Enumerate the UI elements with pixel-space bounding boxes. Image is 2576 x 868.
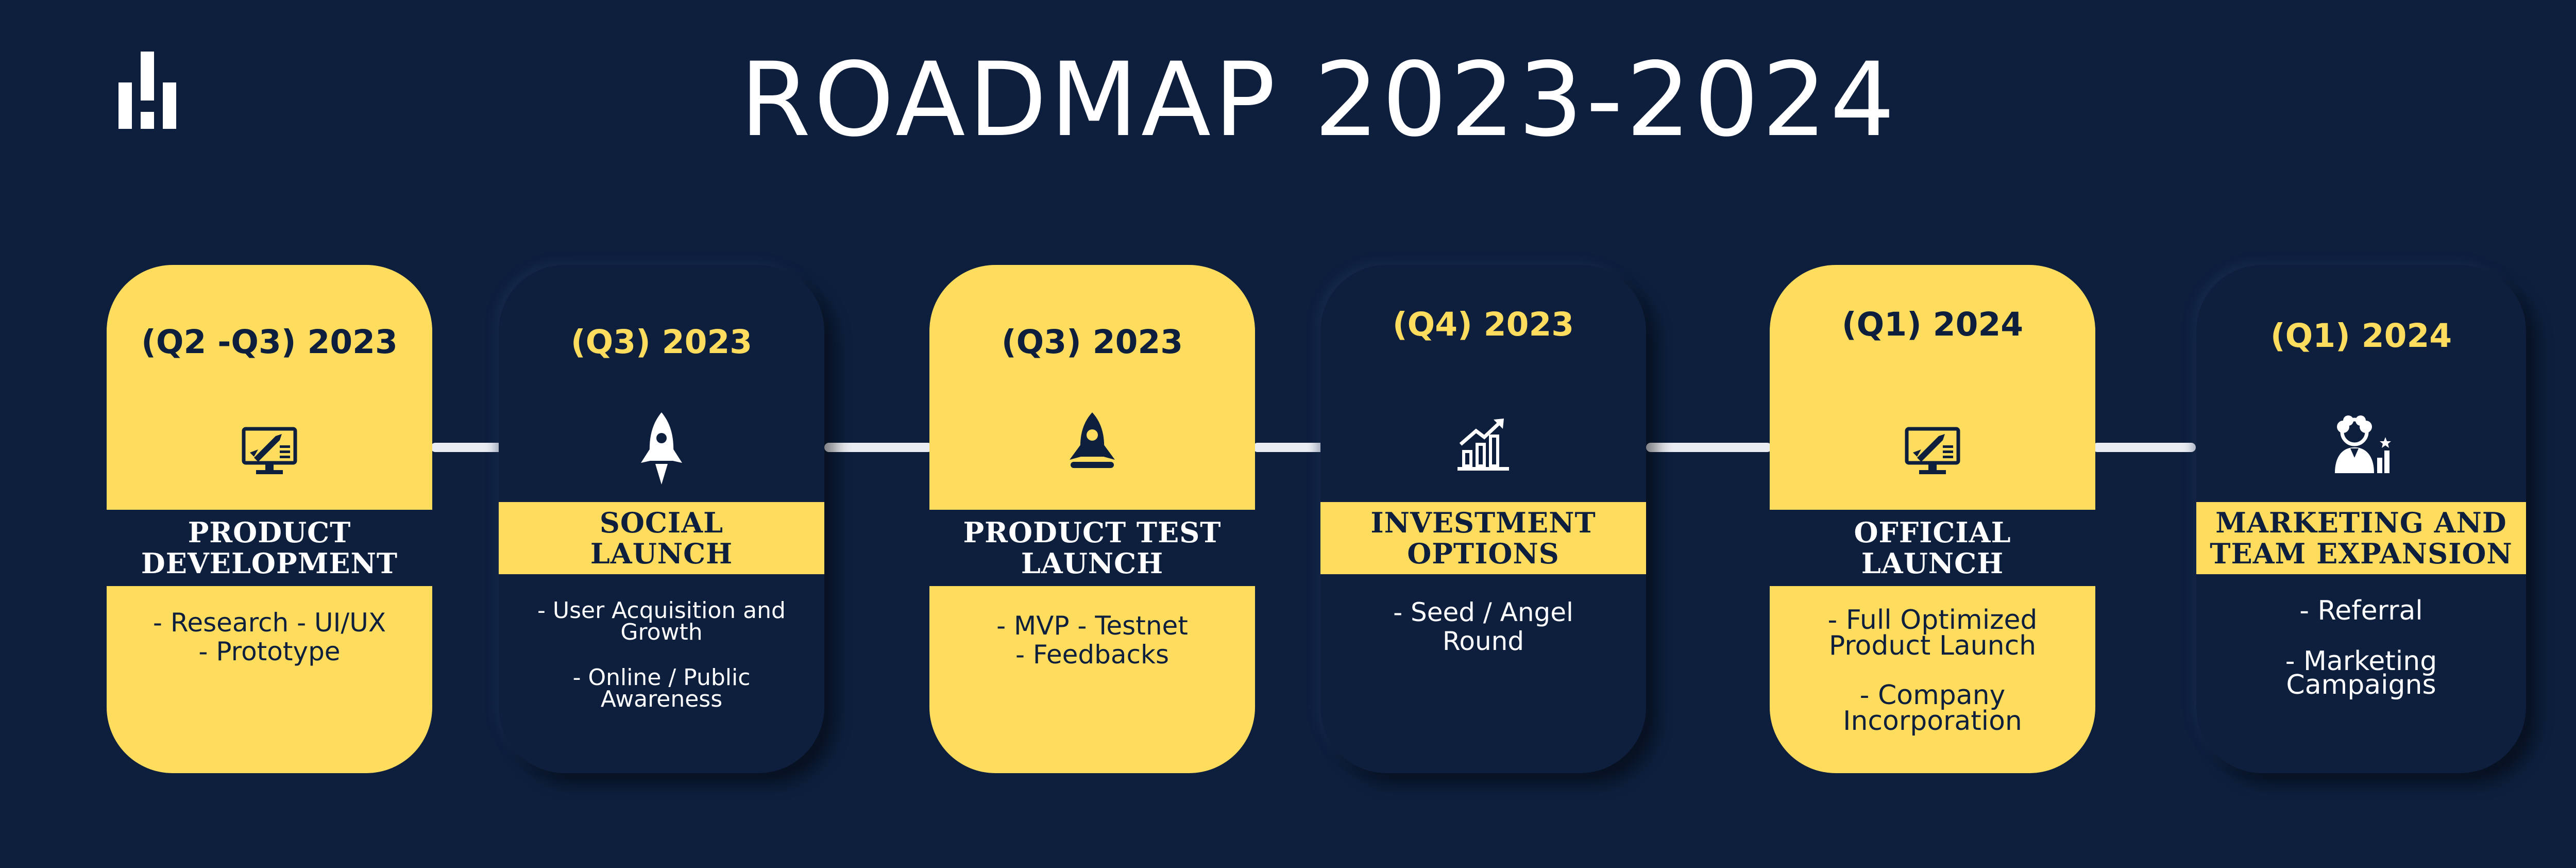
brand-logo-icon bbox=[118, 52, 176, 129]
milestone-title: PRODUCT DEVELOPMENT bbox=[107, 510, 432, 586]
milestone-detail-item: - MVP - Testnet - Feedbacks bbox=[996, 611, 1188, 670]
milestone-card-product-development: (Q2 -Q3) 2023 PRODUCT DEVELOPMENT - Rese… bbox=[107, 265, 432, 773]
milestone-period: (Q3) 2023 bbox=[570, 323, 753, 361]
timeline-connector bbox=[2093, 443, 2196, 452]
milestone-period: (Q3) 2023 bbox=[1001, 323, 1183, 361]
milestone-title: OFFICIAL LAUNCH bbox=[1770, 510, 2095, 586]
rocket-icon bbox=[1070, 412, 1115, 468]
monitor-rocket-icon bbox=[242, 427, 297, 474]
milestone-details: - User Acquisition and Growth - Online /… bbox=[509, 597, 814, 734]
timeline-connector bbox=[1646, 443, 1772, 452]
milestone-details: - Seed / Angel Round bbox=[1331, 598, 1636, 676]
rocket-icon bbox=[641, 412, 682, 485]
page-title: ROADMAP 2023-2024 bbox=[740, 40, 1898, 159]
monitor-rocket-icon bbox=[1905, 427, 1960, 474]
growth-chart-icon bbox=[1458, 419, 1509, 471]
timeline-connector bbox=[431, 443, 503, 452]
milestone-period: (Q2 -Q3) 2023 bbox=[141, 323, 398, 361]
milestone-period: (Q4) 2023 bbox=[1392, 306, 1574, 343]
milestone-card-official-launch: (Q1) 2024 OFFICIAL LAUNCH - Full Optimiz… bbox=[1770, 265, 2095, 773]
milestone-detail-item: - Referral bbox=[2299, 595, 2423, 626]
milestone-detail-item: - Seed / Angel Round bbox=[1393, 597, 1573, 656]
milestone-details: - Research - UI/UX - Prototype bbox=[117, 608, 422, 687]
milestone-detail-item: - Marketing Campaigns bbox=[2285, 646, 2437, 700]
milestone-card-product-test-launch: (Q3) 2023 PRODUCT TEST LAUNCH - MVP - Te… bbox=[929, 265, 1255, 773]
milestone-detail-item: - Research - UI/UX - Prototype bbox=[152, 608, 386, 666]
milestone-title: INVESTMENT OPTIONS bbox=[1320, 502, 1646, 574]
milestone-detail-item: - Online / Public Awareness bbox=[572, 664, 751, 712]
milestone-details: - Referral - Marketing Campaigns bbox=[2207, 595, 2516, 721]
milestone-card-social-launch: (Q3) 2023 SOCIAL LAUNCH - User Acquisiti… bbox=[499, 265, 824, 773]
milestone-period: (Q1) 2024 bbox=[2270, 317, 2452, 355]
milestone-title: PRODUCT TEST LAUNCH bbox=[929, 510, 1255, 586]
milestone-title: MARKETING AND TEAM EXPANSION bbox=[2196, 502, 2526, 574]
milestone-card-marketing-team-expansion: (Q1) 2024 MARKETING AND TEAM EXPANSION -… bbox=[2196, 265, 2526, 773]
milestone-title: SOCIAL LAUNCH bbox=[499, 502, 824, 574]
team-people-icon bbox=[2335, 415, 2391, 473]
milestone-detail-item: - Full Optimized Product Launch bbox=[1827, 605, 2038, 661]
milestone-details: - Full Optimized Product Launch - Compan… bbox=[1780, 607, 2085, 758]
milestone-details: - MVP - Testnet - Feedbacks bbox=[940, 611, 1245, 690]
timeline-connector bbox=[824, 443, 933, 452]
milestone-detail-item: - User Acquisition and Growth bbox=[537, 597, 786, 645]
milestone-card-investment-options: (Q4) 2023 INVESTMENT OPTIONS - Seed / An… bbox=[1320, 265, 1646, 773]
timeline-connector bbox=[1253, 443, 1325, 452]
milestone-detail-item: - Company Incorporation bbox=[1843, 680, 2022, 737]
milestone-period: (Q1) 2024 bbox=[1841, 306, 2024, 343]
